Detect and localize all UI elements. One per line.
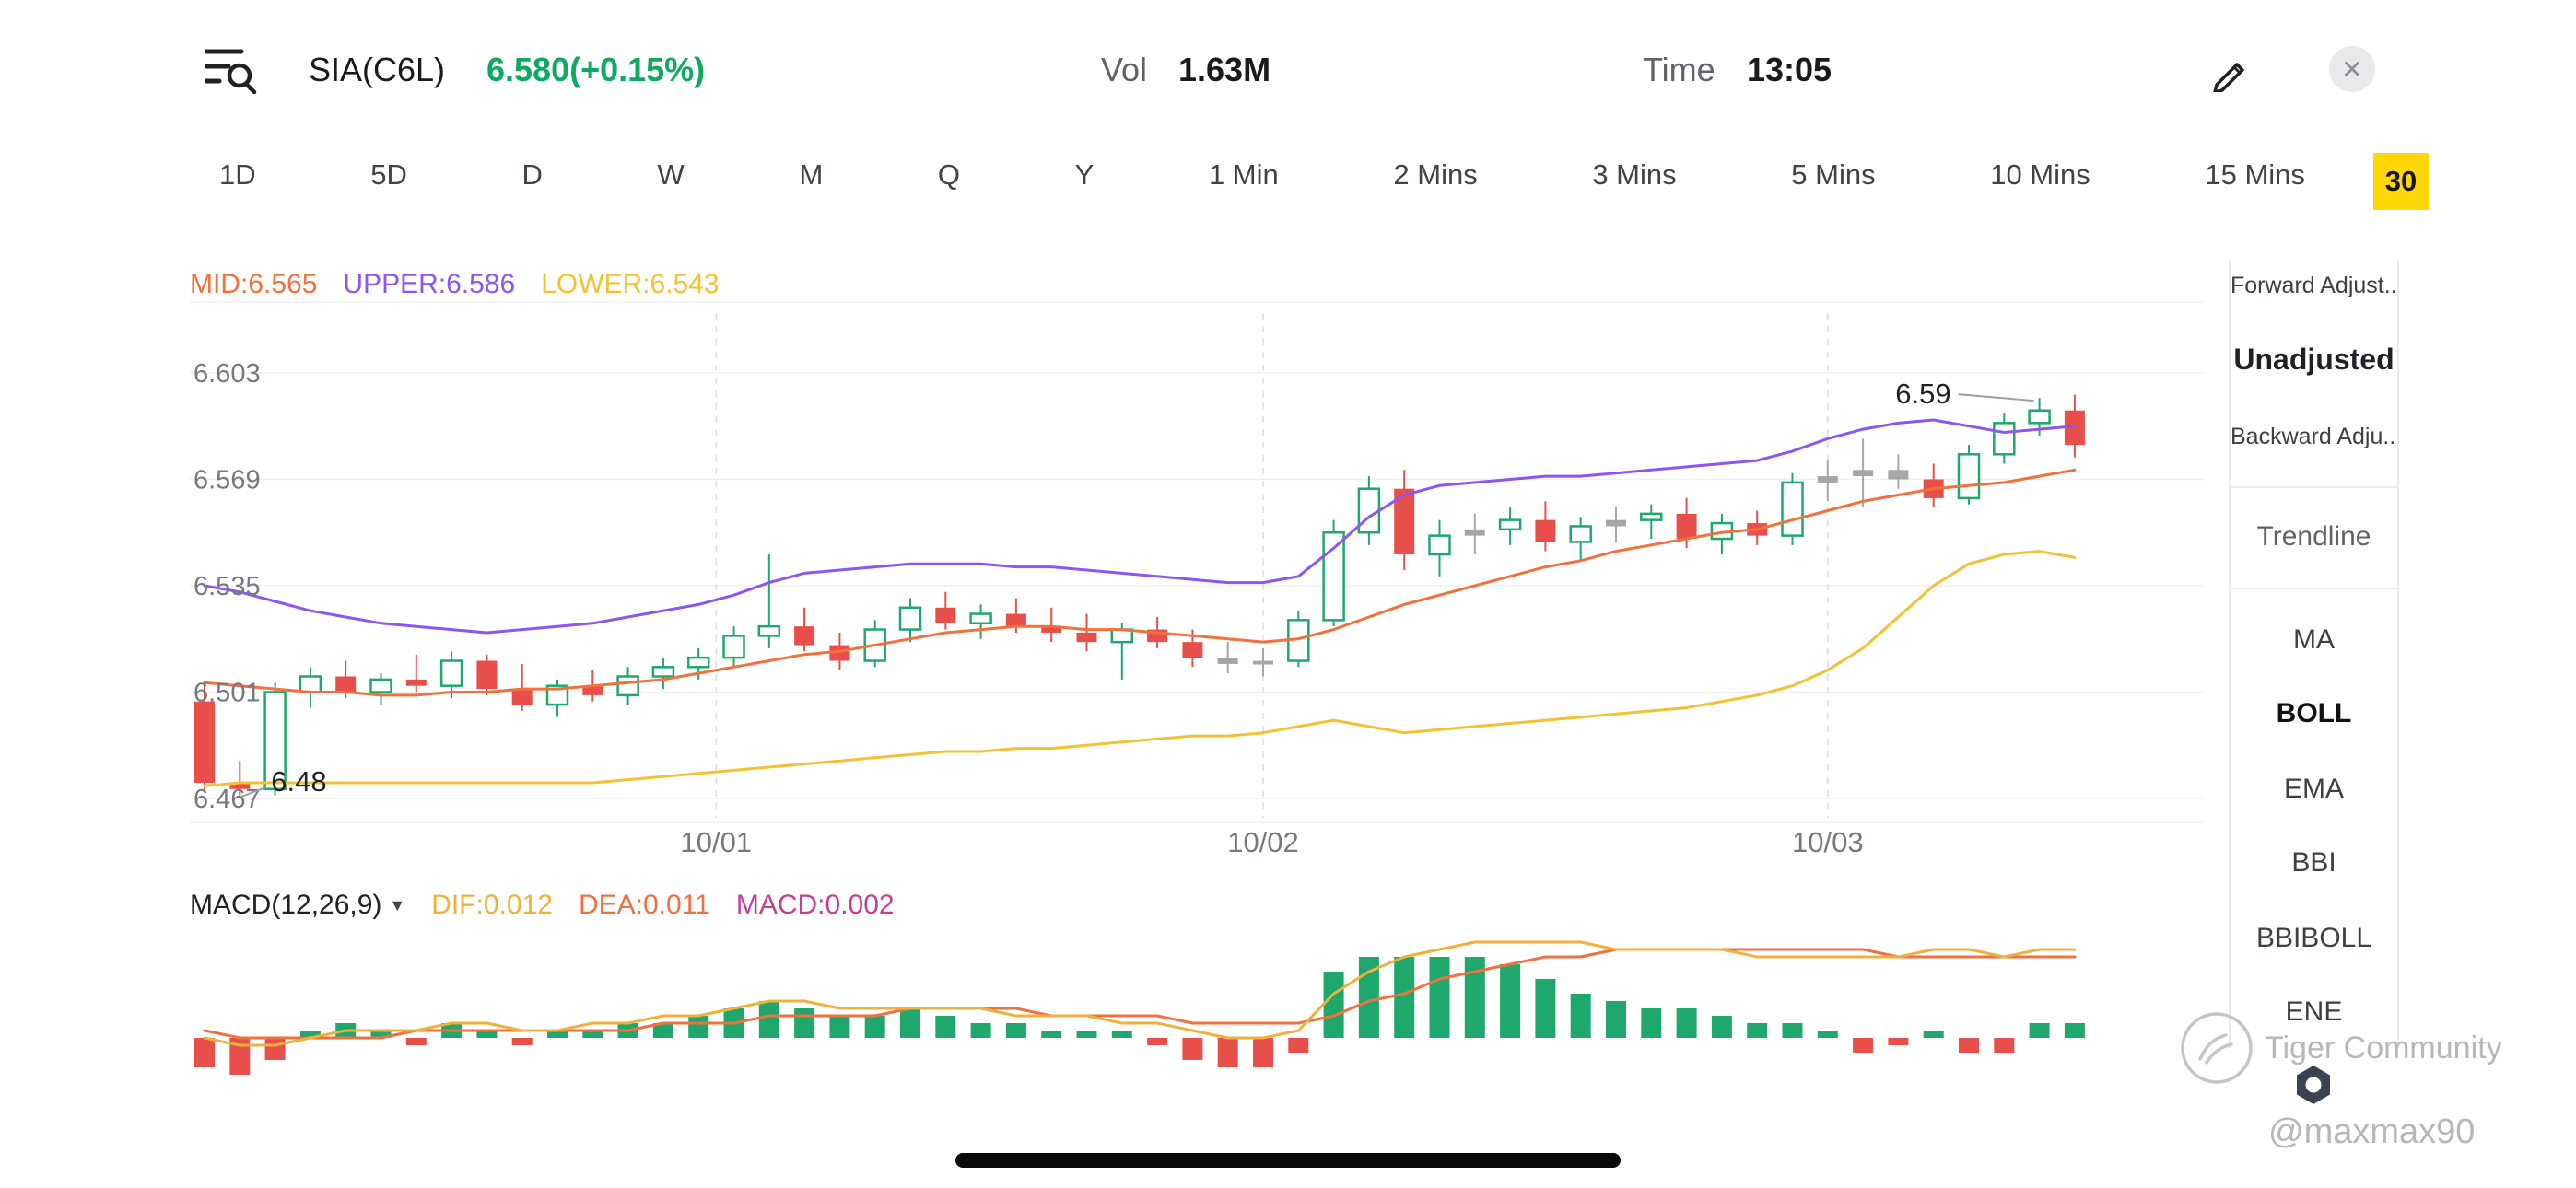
tab-1d[interactable]: 1D [219, 158, 256, 191]
panel-item-bbi[interactable]: BBI [2291, 847, 2336, 878]
panel-divider [2231, 588, 2397, 589]
macd-name-label: MACD(12,26,9) [190, 890, 382, 920]
svg-text:10/02: 10/02 [1227, 826, 1299, 858]
timeframe-tab-bar: 1D 5D D W M Q Y 1 Min 2 Mins 3 Mins 5 Mi… [219, 158, 2305, 192]
time-value: 13:05 [1747, 51, 1832, 88]
gear-hex-icon [2297, 1066, 2330, 1104]
panel-item-trendline[interactable]: Trendline [2256, 521, 2371, 552]
svg-text:6.501: 6.501 [193, 678, 261, 707]
panel-item-boll[interactable]: BOLL [2276, 698, 2352, 728]
svg-text:6.603: 6.603 [193, 359, 261, 389]
stock-symbol: SIA(C6L) [309, 51, 446, 88]
watermark-user-handle: @maxmax90 [2268, 1112, 2476, 1151]
tab-2min[interactable]: 2 Mins [1393, 158, 1478, 191]
svg-text:6.48: 6.48 [271, 765, 326, 798]
axis-labels: 6.603 6.569 6.535 6.501 6.467 10/01 10/02 10/03 [193, 359, 1864, 858]
macd-indicator-header: MACD(12,26,9) ▼ DIF:0.012 DEA:0.011 MACD… [190, 890, 895, 921]
watermark-community-label: Tiger Community [2265, 1031, 2502, 1066]
candlesticks [194, 394, 2085, 798]
panel-item-bbiboll[interactable]: BBIBOLL [2255, 923, 2372, 953]
close-icon: ✕ [2341, 54, 2363, 84]
panel-item-ema[interactable]: EMA [2283, 774, 2344, 804]
tab-year[interactable]: Y [1074, 158, 1095, 191]
panel-item-backward-adjust[interactable]: Backward Adju... [2231, 424, 2397, 449]
time-label: Time [1643, 51, 1715, 88]
tab-10min[interactable]: 10 Mins [1990, 158, 2090, 191]
vol-value: 1.63M [1178, 51, 1271, 88]
macd-name-dropdown[interactable]: MACD(12,26,9) ▼ [190, 890, 405, 921]
vol-label: Vol [1101, 51, 1148, 88]
menu-search-icon[interactable] [205, 44, 258, 94]
home-indicator[interactable] [955, 1153, 1621, 1168]
tab-week[interactable]: W [657, 158, 685, 191]
boll-lower-value: LOWER:6.543 [541, 269, 720, 299]
tab-quarter[interactable]: Q [937, 158, 961, 191]
macd-dea-value: DEA:0.011 [578, 890, 710, 920]
tab-5d[interactable]: 5D [370, 158, 407, 191]
tab-month[interactable]: M [799, 158, 824, 191]
tab-day[interactable]: D [521, 158, 543, 191]
price-annotations: 6.59 6.48 [240, 378, 2034, 798]
svg-text:6.59: 6.59 [1895, 378, 1950, 410]
close-button[interactable]: ✕ [2329, 46, 2375, 92]
panel-item-ma[interactable]: MA [2293, 624, 2335, 655]
boll-indicator-header: MID:6.565 UPPER:6.586 LOWER:6.543 [190, 269, 720, 300]
svg-text:6.467: 6.467 [193, 785, 261, 814]
macd-dif-value: DIF:0.012 [431, 890, 553, 920]
svg-text:6.569: 6.569 [193, 465, 261, 495]
dropdown-caret-icon: ▼ [389, 895, 406, 914]
panel-item-ene[interactable]: ENE [2285, 996, 2343, 1027]
edit-pencil-icon[interactable] [2209, 50, 2252, 92]
panel-divider [2231, 486, 2397, 488]
boll-mid-value: MID:6.565 [190, 269, 318, 299]
macd-histogram [194, 957, 2085, 1075]
boll-lines [203, 418, 2077, 787]
tab-3min[interactable]: 3 Mins [1592, 158, 1677, 191]
macd-lines [203, 940, 2077, 1047]
tab-5min[interactable]: 5 Mins [1791, 158, 1876, 191]
boll-upper-value: UPPER:6.586 [343, 269, 516, 299]
tiger-logo-icon [2181, 1012, 2253, 1084]
panel-item-unadjusted[interactable]: Unadjusted [2233, 343, 2395, 376]
panel-item-forward-adjust[interactable]: Forward Adjust... [2231, 273, 2397, 298]
tab-1min[interactable]: 1 Min [1208, 158, 1279, 191]
tab-15min[interactable]: 15 Mins [2205, 158, 2305, 191]
svg-text:6.535: 6.535 [193, 572, 261, 601]
tab-30min-active[interactable]: 30 [2373, 153, 2429, 210]
chart-settings-panel: Forward Adjust... Unadjusted Backward Ad… [2229, 260, 2399, 1048]
svg-text:10/03: 10/03 [1792, 826, 1864, 858]
svg-text:10/01: 10/01 [681, 826, 753, 858]
stock-price-change: 6.580(+0.15%) [486, 51, 706, 88]
chart-grid [190, 301, 2204, 823]
macd-macd-value: MACD:0.002 [735, 890, 895, 920]
